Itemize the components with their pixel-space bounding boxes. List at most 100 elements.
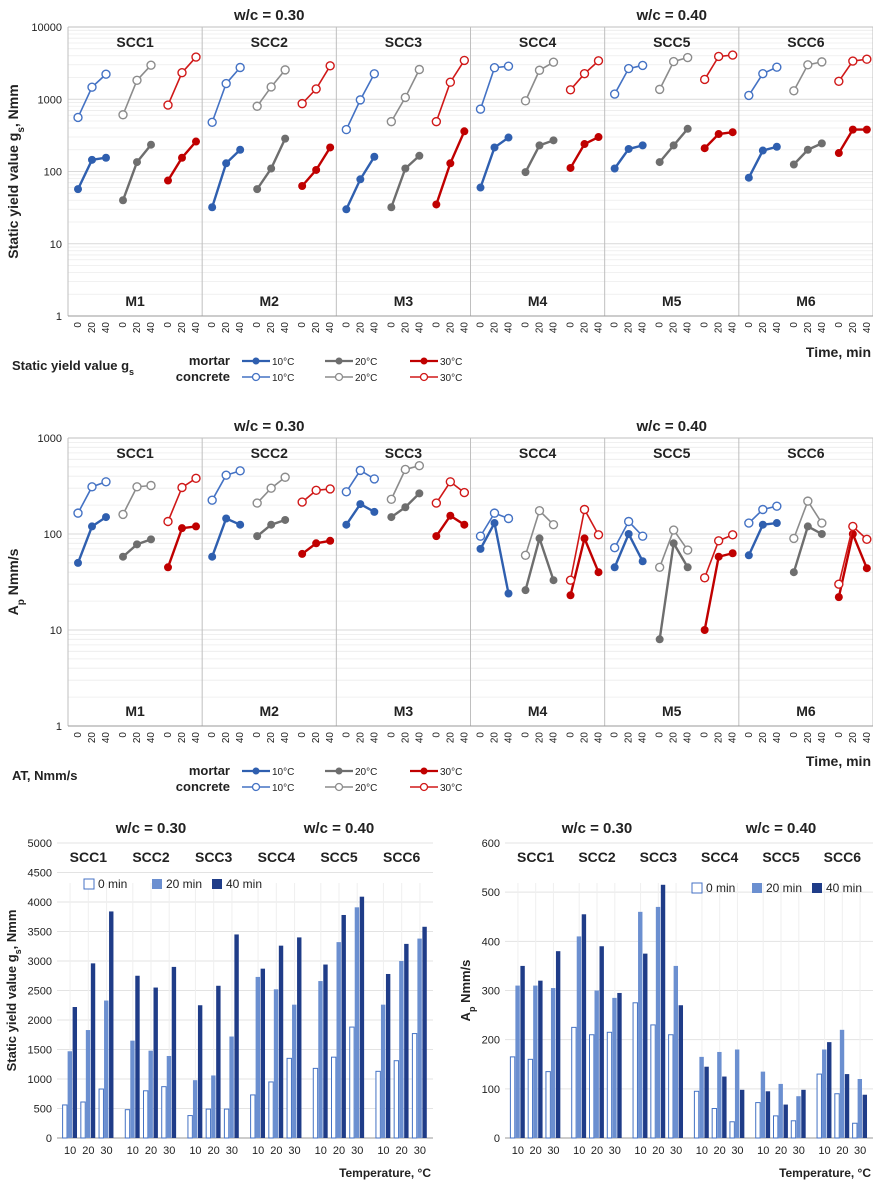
x-tick-label: 10 bbox=[573, 1145, 585, 1157]
y-tick-label: 0 bbox=[494, 1133, 500, 1145]
x-tick-label: 20 bbox=[848, 322, 859, 334]
concrete-point bbox=[414, 64, 425, 75]
x-tick-label: 20 bbox=[591, 1145, 603, 1157]
y-tick-label: 300 bbox=[482, 986, 500, 998]
bar bbox=[312, 1067, 319, 1139]
mortar-point bbox=[728, 549, 737, 558]
x-tick-label: 40 bbox=[325, 732, 336, 744]
bar bbox=[80, 1101, 86, 1139]
x-tick-label: 0 bbox=[386, 322, 397, 328]
bar bbox=[278, 945, 284, 1138]
x-tick-label: 0 bbox=[252, 732, 263, 738]
bar bbox=[527, 1058, 534, 1139]
bar bbox=[336, 942, 341, 1138]
concrete-point bbox=[101, 477, 111, 487]
bar bbox=[783, 1104, 788, 1138]
concrete-point bbox=[87, 482, 97, 492]
panel-title: SCC2 bbox=[251, 445, 289, 461]
x-tick-label: 40 bbox=[817, 322, 828, 334]
bar bbox=[545, 1071, 551, 1139]
x-tick-label: 0 bbox=[655, 732, 666, 738]
mortar-point bbox=[281, 515, 290, 524]
bar-chart-1: 0 500 1000 1500 2000 2500 3000 3500 4000 4500 5000… bbox=[4, 820, 433, 1180]
legend-entry-label: 10°C bbox=[272, 373, 294, 384]
mortar-point bbox=[88, 155, 96, 164]
mortar-point bbox=[178, 153, 186, 162]
mortar-point bbox=[669, 141, 678, 150]
y-tick-label: 600 bbox=[482, 838, 500, 850]
mortar-point bbox=[566, 591, 575, 600]
bar bbox=[62, 1104, 68, 1139]
x-tick-label: 40 bbox=[772, 322, 783, 334]
x-tick-label: 40 bbox=[772, 732, 783, 744]
panel-bottom-label: M5 bbox=[662, 703, 682, 719]
mortar-point bbox=[119, 552, 127, 561]
concrete-point bbox=[87, 82, 97, 92]
mortar-point bbox=[432, 532, 441, 541]
x-tick-label: 0 bbox=[610, 322, 621, 328]
legend-entry-label: 30°C bbox=[440, 783, 462, 794]
concrete-point bbox=[834, 579, 844, 589]
mortar-point bbox=[862, 564, 871, 573]
bar bbox=[834, 1093, 840, 1139]
mortar-point bbox=[192, 522, 200, 531]
bar bbox=[717, 1051, 722, 1138]
concrete-point bbox=[668, 56, 679, 67]
concrete-point bbox=[579, 68, 590, 79]
x-tick-label: 0 bbox=[566, 322, 577, 328]
x-tick-label: 40 bbox=[549, 732, 560, 744]
x-tick-label: 20 bbox=[490, 732, 501, 744]
bar bbox=[124, 1109, 131, 1139]
concrete-point bbox=[789, 533, 799, 544]
bar-chart-2: 0 100 200 300 400 500 600 w/c = 0.30 w/c = 0.40 S… bbox=[458, 820, 873, 1180]
x-tick-label: 20 bbox=[82, 1145, 94, 1157]
concrete-point bbox=[699, 573, 710, 583]
x-tick-label: 0 bbox=[744, 322, 755, 328]
bar bbox=[678, 1005, 684, 1138]
mortar-point bbox=[610, 164, 619, 173]
mortar-point bbox=[728, 128, 737, 137]
panel-title: SCC4 bbox=[519, 445, 557, 461]
bar bbox=[323, 964, 328, 1138]
y-tick-label: 1 bbox=[56, 311, 62, 323]
mortar-point bbox=[208, 203, 217, 212]
mortar-point bbox=[580, 140, 589, 149]
x-tick-label: 20 bbox=[400, 732, 411, 744]
bar bbox=[693, 1090, 700, 1139]
x-axis-title: Time, min bbox=[806, 344, 871, 360]
concrete-point bbox=[355, 465, 366, 476]
concrete-point bbox=[341, 487, 352, 497]
x-tick-label: 20 bbox=[396, 1145, 408, 1157]
mortar-series-line bbox=[256, 138, 287, 190]
group-title: SCC2 bbox=[578, 849, 616, 865]
legend-entry-label: 20 min bbox=[766, 881, 802, 895]
x-tick-label: 20 bbox=[775, 1145, 787, 1157]
mortar-point bbox=[655, 158, 664, 167]
bar bbox=[801, 1089, 806, 1138]
x-tick-label: 0 bbox=[207, 732, 218, 738]
bar bbox=[778, 1083, 783, 1138]
concrete-point bbox=[369, 69, 380, 79]
x-tick-label: 40 bbox=[369, 322, 380, 334]
panel-bottom-label: M6 bbox=[796, 293, 816, 309]
x-tick-label: 0 bbox=[252, 322, 263, 328]
group-header: w/c = 0.30 bbox=[115, 820, 186, 837]
x-tick-label: 0 bbox=[118, 732, 129, 738]
legend-marker-concrete bbox=[251, 372, 261, 382]
panel-bottom-label: M3 bbox=[394, 703, 414, 719]
legend-title: AT, Nmm/s bbox=[12, 768, 78, 783]
concrete-point bbox=[163, 516, 173, 527]
concrete-point bbox=[459, 487, 470, 498]
y-tick-label: 10 bbox=[50, 625, 62, 637]
group-title: SCC3 bbox=[640, 849, 678, 865]
concrete-point bbox=[325, 484, 335, 494]
mortar-point bbox=[834, 149, 843, 158]
x-tick-label: 40 bbox=[146, 322, 157, 334]
y-tick-label: 2000 bbox=[28, 1015, 52, 1027]
x-tick-label: 30 bbox=[351, 1145, 363, 1157]
y-tick-label: 3500 bbox=[28, 927, 52, 939]
legend-entry-label: 40 min bbox=[226, 877, 262, 891]
panel-title: SCC2 bbox=[251, 34, 289, 50]
x-tick-label: 40 bbox=[549, 322, 560, 334]
